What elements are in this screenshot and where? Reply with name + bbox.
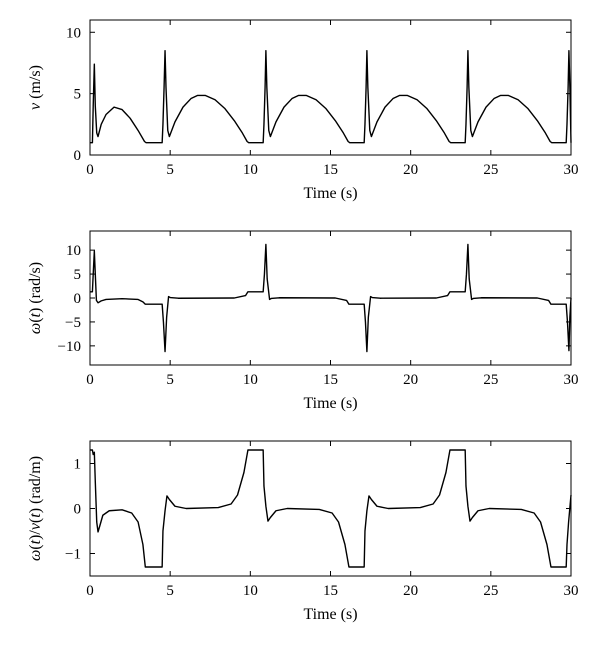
y-axis-label: v (m/s) [27,65,44,110]
y-axis-label-part: ω [27,323,44,334]
y-tick-label: 10 [66,25,81,41]
y-tick-label: 0 [74,148,82,164]
y-axis-label-part: t [27,312,44,317]
x-tick-label: 5 [166,372,174,388]
y-axis-label-part: ) (rad/m) [27,456,44,513]
x-tick-label: 30 [564,162,579,178]
x-tick-label: 5 [166,583,174,599]
y-axis-label-part: ω [27,550,44,561]
y-axis-label: ω(t) (rad/s) [27,262,44,334]
x-tick-label: 30 [564,372,579,388]
y-axis-label-part: ( [27,317,44,322]
x-tick-label: 25 [483,162,498,178]
y-axis-label-part: v [27,102,44,110]
panel-speed: 0 5 10 15 20 25 30 0 5 10 Time (s) v (m/s) [27,19,579,202]
y-tick-label: 10 [66,243,81,259]
y-tick-label: −10 [58,339,81,355]
x-tick-label: 0 [86,583,94,599]
x-axis-label: Time (s) [303,185,357,202]
x-tick-label: 15 [323,162,338,178]
x-tick-label: 0 [86,372,94,388]
y-axis-label-part: t [27,513,44,518]
x-tick-label: 5 [166,162,174,178]
y-axis-label-part: t [27,539,44,544]
y-axis-label-part: ) (rad/s) [27,262,44,313]
y-tick-label: 5 [74,267,82,283]
x-tick-label: 30 [564,583,579,599]
y-tick-label: 0 [74,502,82,518]
y-axis-label-part: ( [27,518,44,523]
series-line-omega [90,243,572,353]
panel-angular-velocity: 0 5 10 15 20 25 30 −10 −5 0 5 10 Time (s) ω(t) (rad/s… [27,230,579,412]
x-tick-label: 10 [243,372,258,388]
x-tick-label: 10 [243,162,258,178]
y-tick-label: −5 [65,315,81,331]
y-axis-label-part: )/ [27,530,44,540]
x-tick-label: 15 [323,372,338,388]
y-axis-label-part: (m/s) [27,65,44,103]
series-line-omega_over_v [90,449,572,568]
x-tick-label: 15 [323,583,338,599]
y-axis-label-part: ( [27,544,44,549]
series-line-v [90,49,572,144]
y-tick-label: 5 [74,87,82,103]
x-axis-label: Time (s) [303,395,357,412]
y-tick-label: 0 [74,291,82,307]
y-tick-label: 1 [74,457,82,473]
x-tick-label: 0 [86,162,94,178]
x-axis-label: Time (s) [303,606,357,623]
y-axis-label-part: v [27,522,44,530]
y-tick-label: −1 [65,547,81,563]
y-axis-label: ω(t)/v(t) (rad/m) [27,456,44,561]
x-tick-label: 20 [403,583,418,599]
x-tick-label: 20 [403,372,418,388]
x-tick-label: 25 [483,372,498,388]
x-tick-label: 20 [403,162,418,178]
x-tick-label: 25 [483,583,498,599]
x-tick-label: 10 [243,583,258,599]
